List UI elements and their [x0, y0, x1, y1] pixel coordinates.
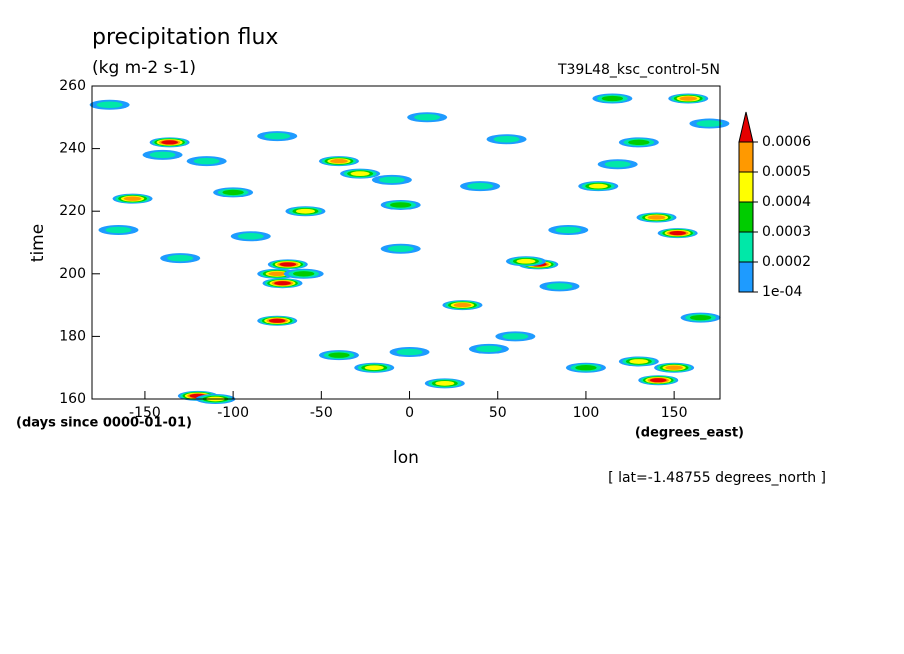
- precip-patch: [467, 182, 494, 190]
- precip-patch: [193, 157, 220, 165]
- colorbar-triangle: [738, 111, 754, 143]
- colorbar-label: 0.0005: [762, 164, 811, 180]
- precip-patch: [669, 231, 686, 236]
- precip-patch: [237, 232, 264, 240]
- colorbar-label: 0.0002: [762, 254, 811, 270]
- y-tick-label: 240: [59, 141, 86, 157]
- precip-patch: [274, 281, 291, 286]
- y-units: (days since 0000-01-01): [16, 416, 192, 431]
- precip-patch: [268, 318, 286, 323]
- y-tick-label: 160: [59, 391, 86, 407]
- precip-patch: [378, 176, 405, 184]
- x-tick-label: 150: [661, 405, 688, 421]
- precip-patch: [330, 158, 348, 164]
- dataset-label: T39L48_ksc_control-5N: [557, 62, 720, 78]
- x-units: (degrees_east): [635, 426, 744, 441]
- colorbar-box: [738, 261, 754, 293]
- chart-subtitle: (kg m-2 s-1): [92, 58, 196, 78]
- plot-frame: [91, 85, 721, 400]
- colorbar-box: [738, 201, 754, 233]
- x-tick-label: -50: [310, 405, 333, 421]
- x-tick-label: 0: [405, 405, 414, 421]
- x-tick-label: 50: [489, 405, 507, 421]
- precip-patch: [588, 183, 608, 189]
- precip-patch: [364, 365, 384, 371]
- precip-patch: [647, 215, 666, 220]
- precip-patch: [453, 302, 472, 308]
- precip-patch: [264, 132, 291, 140]
- precip-patch: [387, 245, 414, 253]
- precip-patch: [689, 314, 712, 321]
- precip-patch: [295, 208, 315, 214]
- y-tick-label: 200: [59, 266, 86, 282]
- y-tick-label: 180: [59, 328, 86, 344]
- precip-patch: [149, 151, 176, 159]
- precip-patch: [396, 348, 423, 356]
- precip-patch: [96, 101, 123, 109]
- precip-patch: [475, 345, 502, 353]
- precip-patch: [161, 140, 178, 145]
- precip-patch: [546, 283, 573, 290]
- x-tick-label: -150: [129, 405, 161, 421]
- x-axis-title: lon: [393, 448, 419, 468]
- precip-patch: [268, 271, 287, 276]
- precip-patch: [414, 114, 441, 121]
- precip-patch: [628, 139, 650, 146]
- precip-patch: [222, 189, 244, 196]
- y-tick-label: 260: [59, 78, 86, 94]
- precip-patch: [293, 271, 315, 277]
- precip-patch: [696, 120, 723, 127]
- precip-patch: [665, 365, 683, 370]
- precip-patch: [123, 196, 142, 201]
- colorbar-box: [738, 141, 754, 173]
- precip-patch: [493, 135, 520, 143]
- precip-patch: [604, 161, 631, 168]
- field: [89, 93, 730, 404]
- precip-patch: [649, 378, 667, 383]
- colorbar-label: 0.0003: [762, 224, 811, 240]
- colorbar-label: 0.0006: [762, 134, 811, 150]
- precip-patch: [679, 96, 698, 101]
- precip-patch: [328, 352, 350, 358]
- precip-patch: [167, 254, 194, 262]
- colorbar-box: [738, 231, 754, 263]
- precip-patch: [279, 262, 297, 267]
- precip-patch: [516, 258, 536, 264]
- colorbar-label: 1e-04: [762, 284, 802, 300]
- precip-patch: [502, 333, 529, 340]
- precip-patch: [350, 171, 370, 177]
- precip-patch: [555, 226, 582, 234]
- precip-patch: [105, 226, 132, 234]
- x-tick-label: -100: [217, 405, 249, 421]
- x-tick-label: 100: [573, 405, 600, 421]
- precip-patch: [435, 380, 455, 386]
- precip-patch: [629, 359, 649, 364]
- y-tick-label: 220: [59, 203, 86, 219]
- colorbar-label: 0.0004: [762, 194, 811, 210]
- chart-title: precipitation flux: [92, 25, 278, 50]
- precip-patch: [575, 365, 597, 371]
- precip-patch: [390, 202, 412, 208]
- note: [ lat=-1.48755 degrees_north ]: [608, 470, 826, 486]
- colorbar-box: [738, 171, 754, 203]
- precip-patch: [601, 95, 624, 102]
- y-axis-title: time: [28, 224, 48, 262]
